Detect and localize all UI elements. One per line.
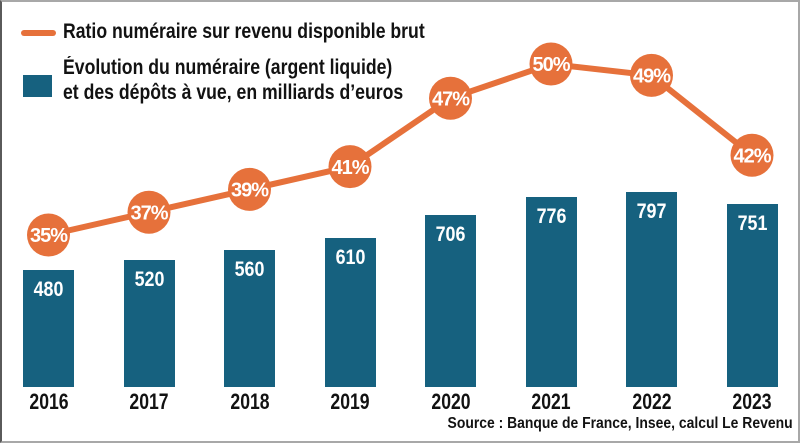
x-axis-label-2020: 2020 (430, 389, 471, 414)
bar-value-label-2016: 480 (33, 278, 64, 301)
legend-bar-swatch (23, 75, 52, 97)
bar-2022: 797 (626, 192, 677, 387)
x-axis-label-2017: 2017 (129, 389, 169, 414)
x-axis-label-2022: 2022 (631, 389, 672, 414)
legend-line-swatch (21, 30, 56, 36)
bar-value-label-2020: 706 (435, 223, 466, 246)
x-axis-label-2016: 2016 (28, 389, 69, 414)
source-credit: Source : Banque de France, Insee, calcul… (447, 415, 793, 432)
bar-value-label-2019: 610 (335, 246, 365, 269)
x-axis-label-2018: 2018 (229, 389, 270, 414)
x-axis-label-2023: 2023 (732, 389, 772, 414)
bar-2019: 610 (324, 238, 376, 387)
bar-2018: 560 (224, 250, 275, 387)
bar-value-label-2018: 560 (234, 258, 265, 281)
bar-2021: 776 (525, 197, 577, 387)
bar-2017: 520 (123, 260, 175, 387)
bar-2016: 480 (23, 270, 74, 387)
legend-ratio-label: Ratio numéraire sur revenu disponible br… (63, 20, 425, 43)
bar-value-label-2022: 797 (636, 200, 667, 223)
bar-value-label-2021: 776 (536, 205, 566, 228)
bar-2020: 706 (425, 215, 476, 387)
bar-2023: 751 (726, 204, 778, 387)
x-axis-label-2019: 2019 (330, 389, 370, 414)
bar-value-label-2023: 751 (737, 212, 767, 235)
x-axis-label-2021: 2021 (531, 389, 571, 414)
bar-value-label-2017: 520 (134, 268, 164, 291)
